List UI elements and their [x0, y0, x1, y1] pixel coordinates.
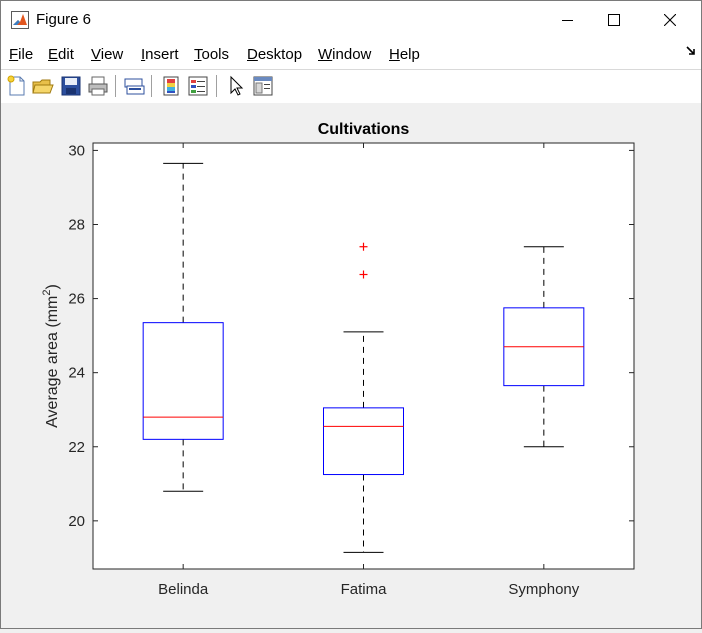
new-figure-icon[interactable]: [5, 74, 29, 98]
minimize-icon: [562, 20, 573, 21]
dock-figure-icon[interactable]: [685, 45, 697, 57]
figure-canvas[interactable]: Cultivations 20 22 24 26 28 30 Belinda Fatima Sym…: [1, 103, 701, 628]
menu-bar: File Edit View Insert Tools Desktop Wind…: [1, 39, 701, 69]
box-belinda: [142, 322, 224, 440]
y-tick-label: 22: [68, 439, 85, 456]
save-figure-icon[interactable]: [59, 74, 83, 98]
menu-edit[interactable]: Edit: [48, 46, 74, 63]
menu-view[interactable]: View: [91, 46, 124, 63]
outlier-fatima: [359, 242, 368, 251]
menu-file[interactable]: File: [9, 46, 34, 63]
title-bar[interactable]: Figure 6: [1, 1, 701, 39]
close-button[interactable]: [647, 1, 693, 39]
close-icon: [664, 14, 676, 26]
maximize-icon: [608, 14, 620, 26]
menu-tools[interactable]: Tools: [194, 46, 230, 63]
property-inspector-icon[interactable]: [251, 74, 275, 98]
box-fatima: [323, 407, 404, 476]
link-plot-icon[interactable]: [122, 74, 146, 98]
y-tick-label: 28: [68, 216, 85, 233]
print-figure-icon[interactable]: [86, 74, 110, 98]
y-tick-label: 26: [68, 291, 85, 308]
insert-legend-icon[interactable]: [186, 74, 210, 98]
boxplot-chart: Cultivations 20 22 24 26 28 30 Belinda Fatima Sym…: [41, 121, 635, 598]
x-tick-label: Belinda: [158, 581, 209, 598]
minimize-button[interactable]: [545, 1, 591, 39]
y-axis-label: Average area (mm2): [41, 284, 61, 428]
menu-desktop[interactable]: Desktop: [247, 46, 303, 63]
edit-plot-icon[interactable]: [224, 74, 248, 98]
menu-insert[interactable]: Insert: [141, 46, 179, 63]
toolbar-separator: [216, 75, 217, 97]
chart-title: Cultivations: [318, 121, 410, 138]
toolbar-separator: [151, 75, 152, 97]
menu-window[interactable]: Window: [318, 46, 372, 63]
window-title: Figure 6: [36, 11, 92, 28]
matlab-icon: [11, 11, 29, 29]
plot-area: [93, 143, 634, 569]
open-file-icon[interactable]: [31, 74, 55, 98]
maximize-button[interactable]: [591, 1, 637, 39]
y-tick-label: 20: [68, 513, 85, 530]
x-tick-label: Fatima: [341, 581, 388, 598]
axes-frame: [92, 142, 635, 570]
insert-colorbar-icon[interactable]: [159, 74, 183, 98]
x-tick-label: Symphony: [508, 581, 579, 598]
menu-help[interactable]: Help: [389, 46, 420, 63]
toolbar-separator: [115, 75, 116, 97]
y-tick-label: 24: [68, 365, 85, 382]
figure-toolbar: [1, 69, 701, 104]
y-tick-label: 30: [68, 142, 85, 159]
outlier-fatima: [359, 270, 368, 279]
